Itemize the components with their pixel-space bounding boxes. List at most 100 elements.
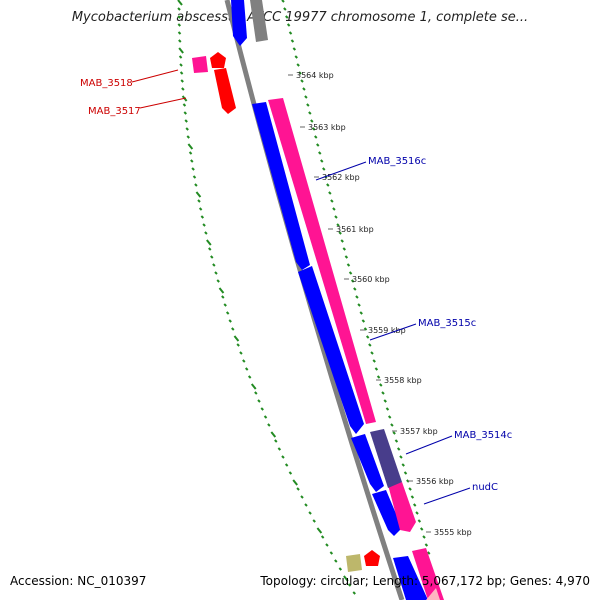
gene-reverse-bottom[interactable] xyxy=(393,556,428,600)
tick-mark xyxy=(334,215,338,219)
tick-mark xyxy=(285,15,289,19)
tick-mark xyxy=(214,271,218,275)
tick-mark xyxy=(288,31,293,35)
tick-mark xyxy=(352,591,356,595)
tick-mark xyxy=(363,327,368,331)
tick-mark xyxy=(312,127,316,131)
tick-mark xyxy=(338,567,343,571)
tick-mark xyxy=(216,279,220,283)
tick-mark xyxy=(179,71,184,75)
gene-labels: MAB_3518 MAB_3517 MAB_3516c MAB_3515c MAB_35… xyxy=(80,69,512,505)
gene-label-leader xyxy=(369,323,417,341)
tick-mark xyxy=(359,311,363,315)
tick-mark xyxy=(267,423,271,427)
tick-mark xyxy=(347,583,352,587)
tick-mark xyxy=(387,415,392,419)
tick-mark xyxy=(290,39,295,43)
tick-mark xyxy=(427,551,431,555)
tick-mark xyxy=(182,103,187,107)
gene-reverse-2[interactable] xyxy=(298,266,364,434)
gene-forward-2[interactable] xyxy=(388,482,416,532)
tick-mark xyxy=(350,279,355,283)
gene-other-top[interactable] xyxy=(250,0,268,42)
tick-mark xyxy=(304,95,308,99)
tick-mark xyxy=(233,335,240,342)
tick-mark xyxy=(340,239,344,243)
tick-mark xyxy=(191,167,195,171)
tick-mark xyxy=(177,7,181,11)
inner-tick-track xyxy=(281,0,431,555)
tick-mark xyxy=(385,407,390,411)
tick-mark xyxy=(195,191,202,198)
gene-label[interactable]: nudC xyxy=(472,482,498,493)
tick-mark xyxy=(223,303,227,307)
tick-mark xyxy=(399,455,403,459)
tick-mark xyxy=(300,495,304,499)
accession-label: Accession: NC_010397 xyxy=(10,574,147,588)
tick-mark xyxy=(281,455,285,459)
tick-mark xyxy=(184,119,188,123)
gene-reverse-1[interactable] xyxy=(252,102,310,270)
gene-reverse-top[interactable] xyxy=(231,0,247,46)
tick-mark xyxy=(329,551,334,555)
tick-mark xyxy=(231,327,235,331)
tick-mark xyxy=(310,119,314,123)
scale-label: 3562 kbp xyxy=(322,173,360,182)
gene-red-bottom[interactable] xyxy=(364,550,380,566)
gene-forward-bottom[interactable] xyxy=(412,548,444,600)
tick-mark xyxy=(186,135,190,139)
tick-mark xyxy=(302,87,306,91)
tick-mark xyxy=(413,503,417,507)
tick-mark xyxy=(316,143,320,147)
tick-mark xyxy=(183,111,187,115)
gene-mab-3517-head[interactable] xyxy=(210,52,226,68)
gene-reverse-4[interactable] xyxy=(372,490,402,536)
scale-label: 3558 kbp xyxy=(384,376,422,385)
gene-label[interactable]: MAB_3514c xyxy=(454,430,512,441)
tick-mark xyxy=(202,223,206,227)
tick-mark xyxy=(417,519,422,523)
tick-mark xyxy=(221,295,225,299)
tick-mark xyxy=(177,0,183,6)
tick-mark xyxy=(308,111,312,115)
tick-mark xyxy=(242,359,246,363)
tick-mark xyxy=(228,319,232,323)
tick-mark xyxy=(197,199,201,203)
gene-label-leader xyxy=(423,487,471,505)
tick-mark xyxy=(260,407,264,411)
tick-mark xyxy=(177,23,181,27)
tick-mark xyxy=(185,127,189,131)
gene-label[interactable]: MAB_3516c xyxy=(368,156,426,167)
tick-mark xyxy=(212,263,216,267)
tick-mark xyxy=(194,183,198,187)
gene-overlap[interactable] xyxy=(370,429,402,488)
gene-mab-3517[interactable] xyxy=(214,68,236,114)
tick-mark xyxy=(344,255,349,259)
tick-mark xyxy=(178,39,182,43)
gene-label[interactable]: MAB_3518 xyxy=(80,78,133,89)
tick-mark xyxy=(250,383,257,390)
gene-mab-3518[interactable] xyxy=(192,56,208,73)
gene-label[interactable]: MAB_3517 xyxy=(88,106,141,117)
tick-mark xyxy=(245,367,249,371)
tick-mark xyxy=(304,503,308,507)
gene-label-leader xyxy=(315,161,367,181)
gene-reverse-3[interactable] xyxy=(351,434,384,492)
tick-mark xyxy=(210,255,214,259)
tick-mark xyxy=(396,447,401,451)
tick-mark xyxy=(330,199,334,203)
tick-mark xyxy=(179,63,183,67)
outer-tick-track xyxy=(177,0,356,595)
gene-forward-1[interactable] xyxy=(268,98,376,424)
tick-mark xyxy=(336,223,340,227)
gene-label[interactable]: MAB_3515c xyxy=(418,318,476,329)
tick-mark xyxy=(410,495,415,499)
tick-mark xyxy=(257,399,261,403)
tick-mark xyxy=(408,487,412,491)
tick-mark xyxy=(353,287,357,291)
tick-mark xyxy=(379,383,383,387)
gene-other-bottom[interactable] xyxy=(346,554,362,572)
tick-mark xyxy=(392,431,396,435)
scale-labels: 3564 kbp 3563 kbp 3562 kbp 3561 kbp 3560 kbp… xyxy=(288,71,472,537)
